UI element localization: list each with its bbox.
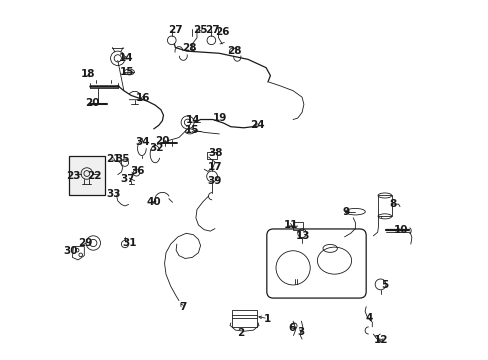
Text: 24: 24 [249,120,264,130]
Text: 28: 28 [227,46,241,56]
Text: 8: 8 [388,199,396,210]
Text: 19: 19 [212,113,227,123]
Text: 29: 29 [78,238,92,248]
Text: 35: 35 [115,154,130,164]
Text: 28: 28 [182,42,197,53]
Bar [232,310,256,327]
Text: 9: 9 [342,207,349,217]
Text: 25: 25 [193,24,207,35]
Bar [206,152,217,159]
Text: 10: 10 [393,225,407,235]
Text: 5: 5 [381,280,388,290]
Text: 1: 1 [264,314,271,324]
Text: 4: 4 [364,312,372,323]
Text: 14: 14 [119,53,133,63]
Text: 33: 33 [105,189,120,199]
Text: 27: 27 [168,24,183,35]
Text: 18: 18 [81,69,95,79]
Text: 27: 27 [205,24,220,35]
Bar [292,222,302,230]
Text: 22: 22 [86,171,101,181]
Text: 40: 40 [146,197,161,207]
Bar [377,195,391,216]
Text: 37: 37 [120,174,135,184]
Text: 15: 15 [184,125,199,135]
Text: 31: 31 [122,238,136,248]
Text: 39: 39 [207,176,222,186]
Text: 6: 6 [288,323,295,333]
Text: 34: 34 [135,137,150,147]
Text: 13: 13 [295,231,309,241]
Text: 30: 30 [63,246,78,256]
Text: 11: 11 [283,220,297,230]
Text: 20: 20 [155,136,169,146]
Text: 26: 26 [215,27,229,37]
Bar [69,156,104,195]
Text: 38: 38 [208,148,223,158]
Text: 36: 36 [130,166,144,176]
Text: 2: 2 [237,328,244,338]
Text: 21: 21 [105,154,120,164]
Text: 15: 15 [120,67,135,77]
Text: 7: 7 [179,302,186,312]
Text: 17: 17 [207,162,222,172]
Text: 14: 14 [186,114,200,125]
Text: 20: 20 [85,98,100,108]
Text: 23: 23 [66,171,81,181]
Text: 32: 32 [149,143,163,153]
Text: 16: 16 [136,93,150,103]
Text: 3: 3 [297,327,305,337]
Text: 12: 12 [372,335,387,345]
